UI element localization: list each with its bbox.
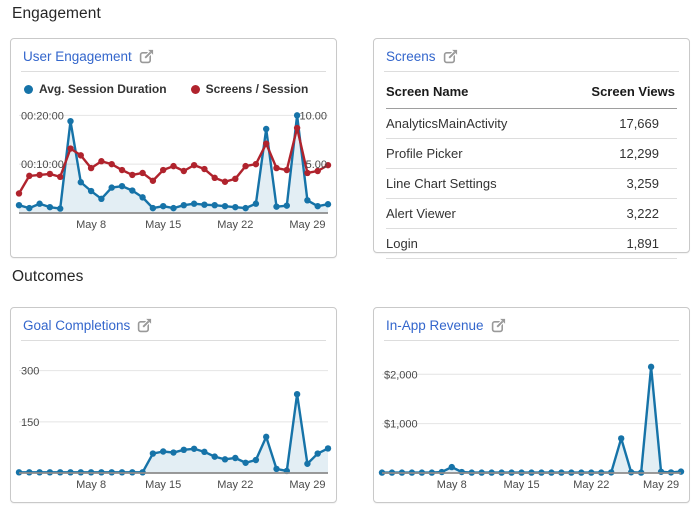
table-row: AnalyticsMainActivity 17,669 bbox=[386, 108, 677, 139]
table-row: Login 1,891 bbox=[386, 228, 677, 259]
screen-name-cell: Alert Viewer bbox=[386, 198, 557, 229]
card-header: User Engagement bbox=[11, 39, 336, 71]
card-in-app-revenue: In-App Revenue May 8 May 15 May 22 May 29 $2… bbox=[373, 307, 690, 503]
svg-text:May 15: May 15 bbox=[145, 479, 181, 491]
table-row: Line Chart Settings 3,259 bbox=[386, 168, 677, 199]
svg-text:300: 300 bbox=[21, 366, 39, 378]
goal-completions-title-link[interactable]: Goal Completions bbox=[23, 317, 131, 333]
divider bbox=[384, 340, 679, 341]
svg-text:May 22: May 22 bbox=[217, 479, 253, 491]
table-row: Alert Viewer 3,222 bbox=[386, 198, 677, 229]
divider bbox=[21, 71, 326, 72]
screen-name-cell: Login bbox=[386, 228, 557, 259]
screen-views-cell: 3,222 bbox=[556, 198, 677, 229]
screen-name-cell: Line Chart Settings bbox=[386, 168, 557, 199]
svg-text:May 8: May 8 bbox=[437, 479, 467, 491]
blue-series-dot-icon bbox=[24, 84, 33, 94]
legend-item: Screens / Session bbox=[190, 82, 309, 96]
column-header-screen-views: Screen Views bbox=[556, 76, 677, 109]
goal-completions-chart[interactable]: May 8 May 15 May 22 May 29 300 150 bbox=[15, 341, 332, 499]
card-user-engagement: User Engagement Avg. Session Duration Sc… bbox=[10, 38, 337, 258]
screen-views-cell: 17,669 bbox=[556, 108, 677, 139]
export-report-icon[interactable] bbox=[139, 49, 154, 64]
card-screens: Screens Screen Name Screen Views bbox=[373, 38, 690, 259]
user-engagement-legend: Avg. Session Duration Screens / Session bbox=[24, 82, 336, 96]
svg-text:5.00: 5.00 bbox=[306, 159, 327, 171]
svg-text:$2,000: $2,000 bbox=[384, 369, 418, 381]
red-series-dot-icon bbox=[190, 84, 200, 94]
svg-text:May 8: May 8 bbox=[76, 479, 106, 491]
section-heading-engagement: Engagement bbox=[12, 5, 101, 22]
column-header-screen-name: Screen Name bbox=[386, 76, 557, 109]
card-header: In-App Revenue bbox=[374, 308, 689, 340]
section-heading-outcomes: Outcomes bbox=[12, 268, 84, 285]
svg-text:May 22: May 22 bbox=[573, 479, 609, 491]
svg-text:May 29: May 29 bbox=[289, 479, 325, 491]
divider bbox=[21, 340, 326, 341]
export-report-icon[interactable] bbox=[443, 49, 458, 64]
svg-text:00:20:00: 00:20:00 bbox=[21, 110, 64, 122]
legend-label: Screens / Session bbox=[205, 82, 309, 96]
screen-name-cell: AnalyticsMainActivity bbox=[386, 108, 557, 139]
screen-name-cell: Profile Picker bbox=[386, 138, 557, 169]
export-report-icon[interactable] bbox=[491, 318, 506, 333]
user-engagement-chart[interactable]: May 8 May 15 May 22 May 29 00:20:00 00:10:00 1… bbox=[15, 98, 332, 239]
svg-text:$1,000: $1,000 bbox=[384, 419, 418, 431]
export-report-icon[interactable] bbox=[137, 318, 152, 333]
svg-text:May 22: May 22 bbox=[217, 219, 253, 231]
svg-text:May 29: May 29 bbox=[643, 479, 679, 491]
card-header: Screens bbox=[374, 39, 689, 71]
svg-text:150: 150 bbox=[21, 417, 39, 429]
card-goal-completions: Goal Completions May 8 May 15 May 22 May 29… bbox=[10, 307, 337, 503]
screens-title-link[interactable]: Screens bbox=[386, 48, 436, 64]
svg-text:00:10:00: 00:10:00 bbox=[21, 159, 64, 171]
svg-text:May 15: May 15 bbox=[503, 479, 539, 491]
in-app-revenue-chart[interactable]: May 8 May 15 May 22 May 29 $2,000 $1,000 bbox=[378, 341, 685, 499]
svg-text:May 29: May 29 bbox=[289, 219, 325, 231]
legend-label: Avg. Session Duration bbox=[39, 82, 167, 96]
svg-text:May 8: May 8 bbox=[76, 219, 106, 231]
svg-text:May 15: May 15 bbox=[145, 219, 181, 231]
screens-table: Screen Name Screen Views AnalyticsMainAc… bbox=[386, 76, 677, 259]
card-header: Goal Completions bbox=[11, 308, 336, 340]
screen-views-cell: 12,299 bbox=[556, 138, 677, 169]
user-engagement-title-link[interactable]: User Engagement bbox=[23, 48, 132, 64]
screen-views-cell: 1,891 bbox=[556, 228, 677, 259]
screen-views-cell: 3,259 bbox=[556, 168, 677, 199]
legend-item: Avg. Session Duration bbox=[24, 82, 167, 96]
svg-text:10.00: 10.00 bbox=[299, 110, 327, 122]
divider bbox=[384, 71, 679, 72]
table-header-row: Screen Name Screen Views bbox=[386, 76, 677, 109]
table-row: Profile Picker 12,299 bbox=[386, 138, 677, 169]
in-app-revenue-title-link[interactable]: In-App Revenue bbox=[386, 317, 484, 333]
